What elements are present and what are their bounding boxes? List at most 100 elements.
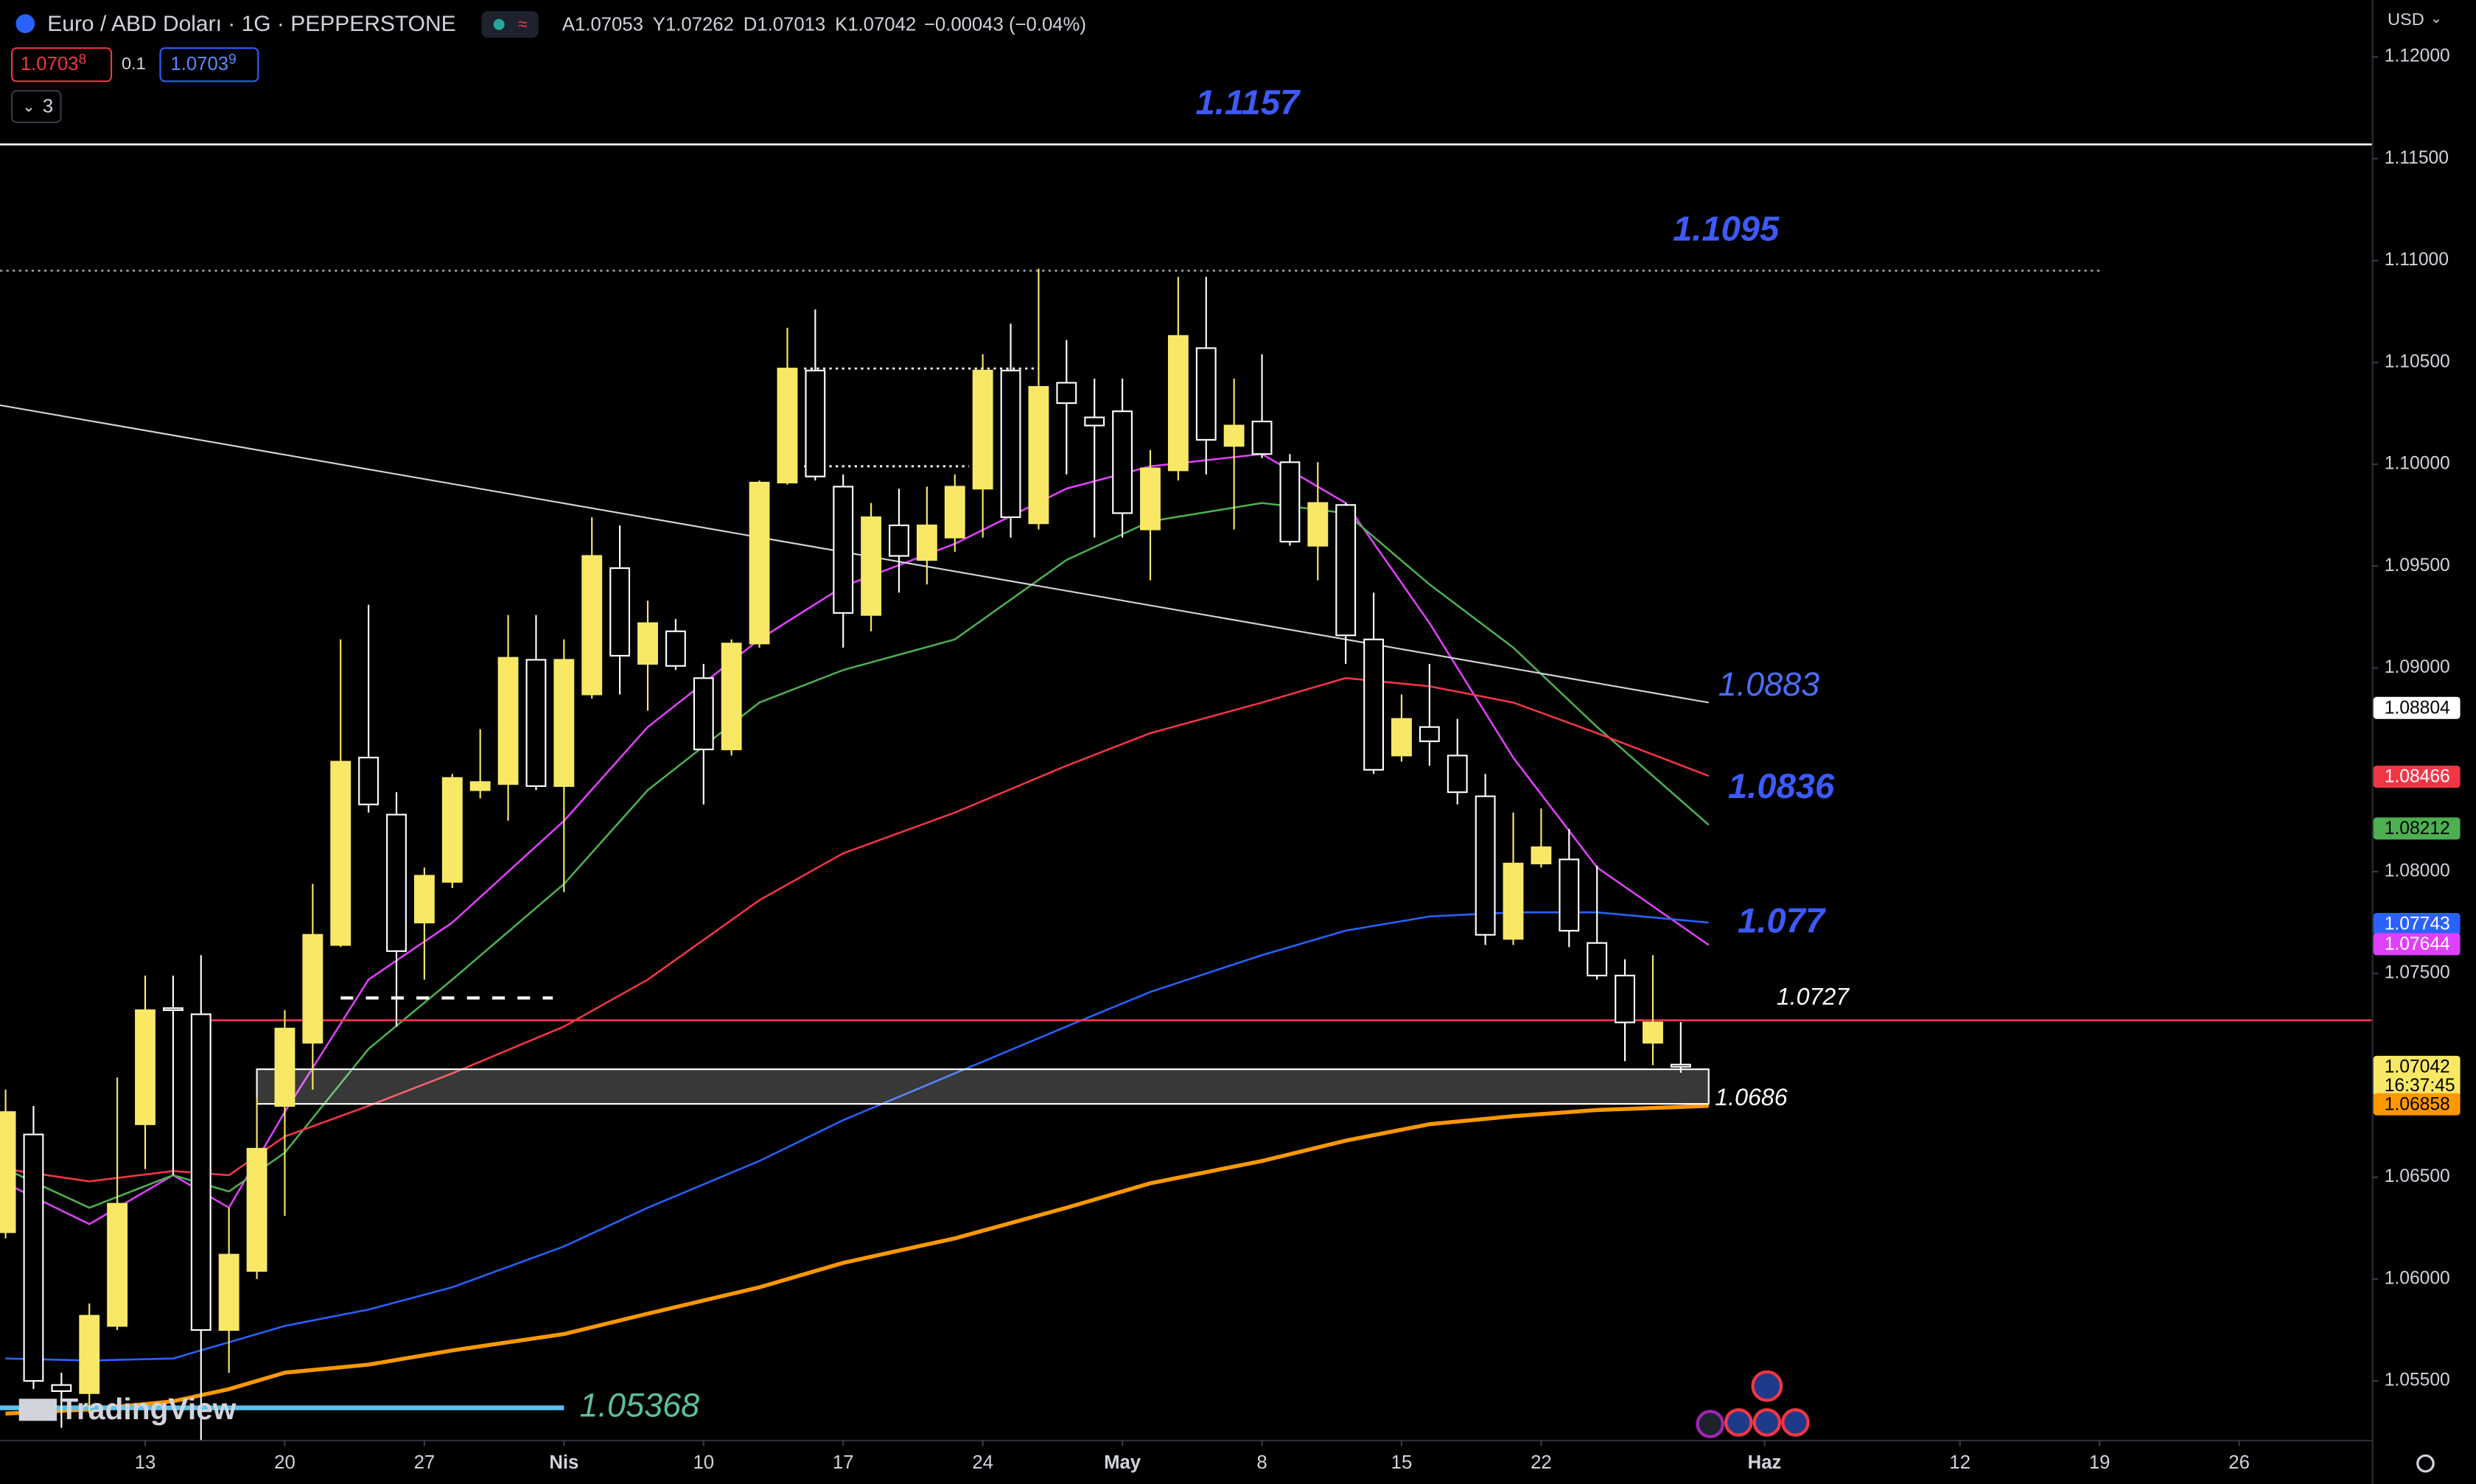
candle-body (190, 1013, 211, 1331)
trendline-label: 1.0883 (1718, 665, 1820, 703)
candle-body (1056, 382, 1077, 405)
price-tag (2373, 933, 2461, 956)
ohlc-value: 1.07013 (757, 14, 825, 35)
candle-body (525, 659, 547, 787)
x-tick-label: 10 (693, 1452, 714, 1473)
x-tick-label: 8 (1256, 1452, 1267, 1473)
logo-mark (18, 1399, 57, 1421)
event-icon[interactable] (1781, 1408, 1810, 1437)
currency[interactable]: USD (2388, 10, 2424, 29)
currency-chevron: ⌄ (2430, 11, 2442, 27)
trendline (0, 404, 1709, 704)
candle-body (1167, 335, 1189, 472)
y-tick-label: 1.06500 (2385, 1166, 2450, 1186)
price-tag (2373, 766, 2461, 788)
sell-price[interactable]: 1.07038 (21, 52, 86, 74)
indicators-toggle[interactable] (11, 90, 62, 124)
candle-body (1503, 862, 1524, 940)
level-label: 1.05368 (580, 1386, 700, 1424)
settings-icon[interactable] (2416, 1454, 2435, 1473)
candle-body (553, 659, 575, 787)
candle-body (1335, 504, 1357, 637)
candle-body (1251, 420, 1273, 455)
moving-average (5, 911, 1709, 1362)
candle-body (1615, 974, 1636, 1023)
candle-body (749, 481, 770, 645)
annotation: 1.0836 (1728, 766, 1835, 805)
moving-average (5, 676, 1710, 1183)
y-tick-label: 1.05500 (2385, 1371, 2450, 1390)
candle-body (1419, 726, 1440, 743)
candle-body (916, 524, 937, 561)
x-tick-label: Nis (549, 1452, 578, 1473)
candle-body (386, 813, 407, 952)
status-wave: ≈ (518, 15, 528, 34)
candle-body (469, 781, 491, 791)
candle-body (1531, 846, 1552, 864)
x-tick-label: 17 (833, 1452, 854, 1473)
candle-body (861, 516, 882, 616)
y-tick-label: 1.06000 (2385, 1268, 2450, 1288)
ohlc-letter: A (562, 14, 576, 35)
y-tick-label: 1.10500 (2385, 351, 2450, 371)
candle-body (23, 1133, 44, 1382)
ohlc-letter: D (744, 14, 758, 35)
buy-sup: 9 (228, 52, 237, 68)
price-tag-label: 1.08466 (2385, 767, 2450, 787)
buy-price[interactable]: 1.07039 (170, 52, 236, 74)
candle-body (637, 622, 658, 665)
candle-body (107, 1203, 128, 1327)
y-tick-label: 1.11000 (2385, 250, 2449, 270)
candle-body (51, 1384, 72, 1393)
zone (256, 1068, 1710, 1105)
y-tick-label: 1.08000 (2385, 861, 2450, 881)
y-tick-label: 1.11500 (2385, 148, 2449, 168)
x-tick-label: 15 (1391, 1452, 1413, 1473)
moving-average (5, 1104, 1709, 1416)
price-tag-label: 1.07042 (2385, 1057, 2450, 1077)
candle-body (1670, 1063, 1691, 1068)
indicators-count: 3 (43, 96, 53, 116)
event-icon[interactable] (1696, 1410, 1724, 1438)
ohlc-value: 1.07262 (665, 14, 734, 35)
candle-body (1447, 755, 1468, 794)
x-tick-label: 27 (414, 1452, 436, 1473)
sell-button[interactable] (11, 47, 113, 83)
candle-body (1643, 1021, 1663, 1044)
candle-body (1475, 795, 1496, 936)
symbol-title[interactable]: Euro / ABD Doları · 1G · PEPPERSTONE (47, 12, 455, 36)
candle-body (135, 1009, 155, 1125)
candle-body (889, 524, 909, 557)
event-icon[interactable] (1752, 1408, 1782, 1437)
status-badge (481, 10, 539, 38)
event-icon[interactable] (1751, 1370, 1783, 1402)
x-tick-label: 22 (1531, 1452, 1552, 1473)
event-icon[interactable] (1724, 1408, 1753, 1437)
candle-body (972, 369, 993, 490)
candle-body (1140, 467, 1161, 531)
candle-body (1000, 369, 1021, 518)
candle-body (441, 777, 463, 883)
overlay: Euro / ABD Doları · 1G · PEPPERSTONE ≈ A… (11, 10, 2442, 1473)
price-tag (2373, 913, 2461, 936)
ohlc-change: −0.00043 (−0.04%) (924, 14, 1086, 35)
x-tick-label: 26 (2228, 1452, 2250, 1473)
candle-body (1391, 718, 1412, 757)
candle-body (1363, 638, 1385, 771)
ohlc-letter: Y (653, 14, 665, 35)
price-tag (2373, 1093, 2461, 1116)
candle-body (609, 567, 631, 657)
y-tick-label: 1.09000 (2385, 657, 2450, 677)
candle-body (330, 760, 352, 946)
candle-body (218, 1253, 239, 1331)
price-tag-time: 16:37:45 (2385, 1076, 2455, 1096)
sell-sup: 8 (78, 52, 86, 68)
sell-main: 1.0703 (21, 54, 79, 74)
buy-button[interactable] (159, 47, 259, 83)
x-tick-label: Haz (1748, 1452, 1782, 1473)
ohlc-value: 1.07042 (847, 14, 916, 35)
candle-body (302, 934, 324, 1044)
candle-body (805, 369, 826, 477)
